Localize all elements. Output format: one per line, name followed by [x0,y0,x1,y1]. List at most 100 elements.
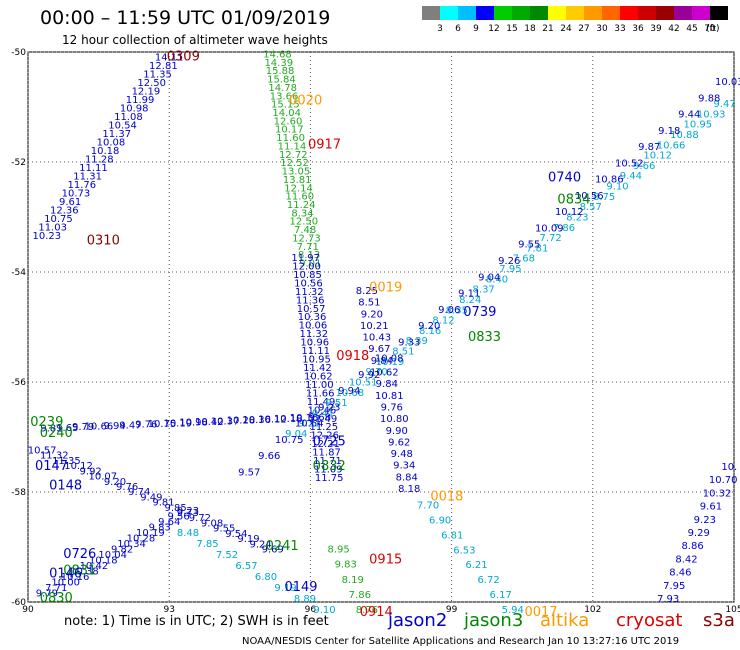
swh-value: 9.83 [335,560,357,571]
swh-value: 9.74 [128,487,150,498]
swh-value: 11.35 [143,69,172,80]
swh-value: 10.08 [97,137,126,148]
swh-value: 14.11 [155,52,184,63]
pass-time-label: 0239 [30,415,63,430]
swh-value: 8.24 [459,295,481,306]
swh-value: 10.28 [227,416,256,427]
swh-value: 9.55 [518,240,540,251]
colorbar-swatch [512,6,530,20]
swh-value: 9.01 [299,259,321,270]
swh-value: 10. [721,462,737,473]
swh-value: 9.83 [149,523,171,534]
colorbar-label: 15 [506,24,517,34]
swh-value: 11.60 [276,133,305,144]
colorbar-swatch [710,6,728,20]
swh-value: 9.19 [274,583,296,594]
footer-note: note: 1) Time is in UTC; 2) SWH is in fe… [64,614,329,629]
swh-value: 8.37 [473,285,495,296]
swh-value: 8.23 [566,212,588,223]
swh-value: 7.95 [499,264,521,275]
swh-value: 8.35 [446,305,468,316]
swh-value: 10.86 [595,175,624,186]
swh-value: 14.78 [268,83,297,94]
swh-value: 10.03 [715,77,740,88]
swh-value: 10.16 [61,572,90,583]
swh-value: 8.12 [432,316,454,327]
swh-value: 11.49 [309,414,338,425]
colorbar-label: 27 [578,24,589,34]
swh-value: 14.68 [263,50,292,61]
swh-value: 9.81 [152,498,174,509]
swh-value: 9.65 [56,423,78,434]
swh-value: 11.66 [306,388,335,399]
swh-value: 6.17 [490,590,512,601]
swh-value: 9.68 [309,413,331,424]
swh-value: 9.54 [225,529,247,540]
swh-value: 9.49 [140,492,162,503]
swh-value: 9.69 [262,545,284,556]
colorbar-label: 12 [488,24,499,34]
swh-value: 15.88 [266,66,295,77]
swh-value: 15.84 [267,75,296,86]
swh-value: 9.81 [40,424,62,435]
legend-jason3: jason3 [463,610,523,631]
swh-value: 10.12 [555,207,584,218]
colorbar-swatch [530,6,548,20]
pass-time-label: 0918 [336,349,369,364]
pass-time-label: 0831 [63,564,96,579]
pass-time-label: 0830 [40,591,73,606]
chart-title: 00:00 – 11:59 UTC 01/09/2019 [40,7,330,29]
swh-value: 8.76 [356,605,378,616]
colorbar-label: 3 [437,24,443,34]
swh-value: 11.09 [314,465,343,476]
swh-value: 10.73 [62,188,91,199]
swh-value: 10.19 [163,418,192,429]
swh-value: 9.87 [638,142,660,153]
swh-value: 6.72 [477,575,499,586]
swh-value: 9.61 [59,197,81,208]
swh-value: 11.76 [67,180,96,191]
swh-value: 9.72 [189,513,211,524]
x-tick-label: 96 [305,605,317,615]
swh-value: 10.06 [299,321,328,332]
swh-value: 7.48 [294,225,316,236]
pass-time-label: 0019 [369,280,402,295]
swh-value: 10.16 [290,413,319,424]
swh-value: 10.36 [298,312,327,323]
colorbar-swatch [548,6,566,20]
swh-value: 10.75 [275,435,304,446]
swh-value: 10.19 [136,528,165,539]
swh-value: 10.04 [98,550,127,561]
swh-value: 11.99 [126,95,155,106]
swh-value: 8.51 [392,347,414,358]
swh-value: 9.64 [158,517,180,528]
colorbar-unit: (ft) [706,24,720,34]
swh-value: 8.48 [177,528,199,539]
swh-value: 10.75 [148,419,177,430]
swh-value: 6.21 [465,560,487,571]
swh-value: 9.56 [167,512,189,523]
swh-value: 11.32 [295,287,324,298]
grid [27,51,735,603]
pass-time-label: 0725 [313,434,346,449]
y-tick-label: -50 [11,48,26,58]
swh-value: 9.08 [201,518,223,529]
pass-time-label: 0147 [35,459,68,474]
swh-value: 10.81 [375,391,404,402]
pass-time-label: 0914 [360,605,393,620]
swh-value: 10.09 [535,223,564,234]
swh-value: 11.00 [305,380,334,391]
swh-value: 11.32 [300,329,329,340]
x-tick-labels: 90 93 96 99 102 105 [22,605,740,615]
swh-value: 9.48 [391,449,413,460]
y-tick-labels: -50 -52 -54 -56 -58 -60 [11,48,26,608]
swh-value: 7.71 [297,242,319,253]
pass-time-label: 0146 [49,566,82,581]
swh-value: 8.84 [396,472,418,483]
swh-value: 7.70 [417,501,439,512]
swh-value: 9.20 [104,477,126,488]
swh-value: 10.95 [302,355,331,366]
swh-value: 9.76 [116,482,138,493]
swh-value: 9.47 [119,420,141,431]
swh-value: 11.75 [315,473,344,484]
